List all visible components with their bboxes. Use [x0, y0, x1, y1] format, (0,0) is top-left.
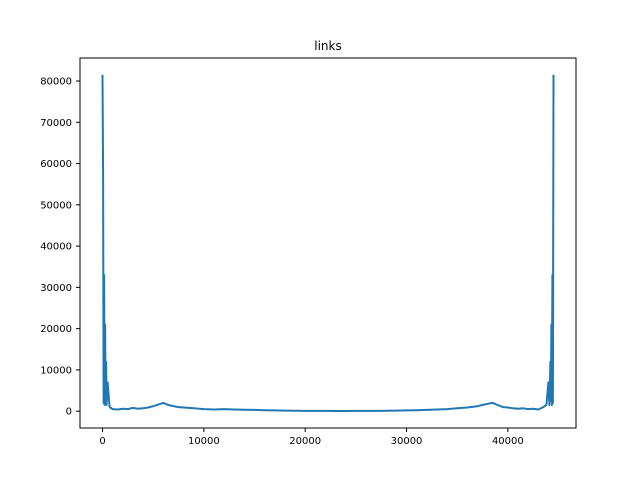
x-tick-label-0: 0 [99, 436, 105, 447]
axes-layer: 0 10000 20000 30000 40000 0 10000 20000 30000 400… [40, 77, 524, 447]
y-tick-label-0: 0 [66, 407, 72, 418]
chart-title: links [314, 39, 341, 53]
series-line-0 [101, 74, 555, 412]
series-layer [101, 74, 555, 412]
x-tick-label-3: 30000 [391, 436, 423, 447]
x-tick-label-2: 20000 [289, 436, 321, 447]
x-tick-label-1: 10000 [188, 436, 220, 447]
plot-frame [79, 57, 577, 429]
y-tick-label-1: 10000 [40, 365, 72, 376]
y-tick-label-8: 80000 [40, 77, 72, 88]
y-tick-label-5: 50000 [40, 200, 72, 211]
y-tick-label-4: 40000 [40, 242, 72, 253]
x-tick-label-4: 40000 [492, 436, 524, 447]
y-tick-label-2: 20000 [40, 324, 72, 335]
y-tick-label-6: 60000 [40, 159, 72, 170]
y-tick-label-3: 30000 [40, 283, 72, 294]
y-tick-label-7: 70000 [40, 118, 72, 129]
